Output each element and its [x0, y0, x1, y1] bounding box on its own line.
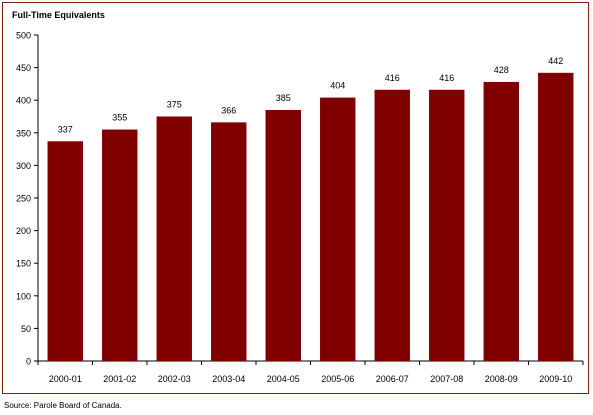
y-tick-label: 500 [16, 31, 31, 41]
y-tick-label: 200 [16, 226, 31, 236]
bar [265, 109, 301, 361]
x-tick-label: 2009-10 [539, 374, 572, 384]
data-label: 337 [58, 124, 73, 134]
x-tick-label: 2005-06 [321, 374, 354, 384]
bar [374, 89, 410, 361]
y-tick-label: 350 [16, 128, 31, 138]
x-tick-label: 2006-07 [376, 374, 409, 384]
y-tick-label: 400 [16, 96, 31, 106]
bar [429, 89, 465, 361]
x-tick-label: 2004-05 [267, 374, 300, 384]
bar [483, 81, 519, 361]
bar [320, 97, 356, 361]
x-tick-label: 2007-08 [430, 374, 463, 384]
y-tick-label: 150 [16, 259, 31, 269]
data-label: 416 [439, 73, 454, 83]
bar [211, 122, 247, 361]
bar [156, 116, 192, 361]
data-label: 428 [494, 65, 509, 75]
y-tick-label: 0 [26, 357, 31, 367]
x-tick-label: 2002-03 [158, 374, 191, 384]
x-tick-label: 2000-01 [49, 374, 82, 384]
x-tick-label: 2003-04 [212, 374, 245, 384]
y-tick-label: 100 [16, 291, 31, 301]
bar [102, 129, 138, 361]
data-label: 442 [548, 56, 563, 66]
y-tick-label: 50 [21, 324, 31, 334]
y-axis-title: Full-Time Equivalents [12, 10, 105, 20]
data-label: 366 [221, 105, 236, 115]
y-tick-label: 300 [16, 161, 31, 171]
data-label: 355 [112, 113, 127, 123]
data-label: 416 [385, 73, 400, 83]
x-tick-label: 2001-02 [103, 374, 136, 384]
x-tick-label: 2008-09 [485, 374, 518, 384]
bar [538, 72, 574, 361]
data-label: 375 [167, 100, 182, 110]
bar [47, 141, 83, 361]
data-label: 404 [330, 81, 345, 91]
source-note: Source: Parole Board of Canada. [4, 401, 122, 410]
y-tick-label: 250 [16, 194, 31, 204]
data-label: 385 [276, 93, 291, 103]
y-tick-label: 450 [16, 63, 31, 73]
